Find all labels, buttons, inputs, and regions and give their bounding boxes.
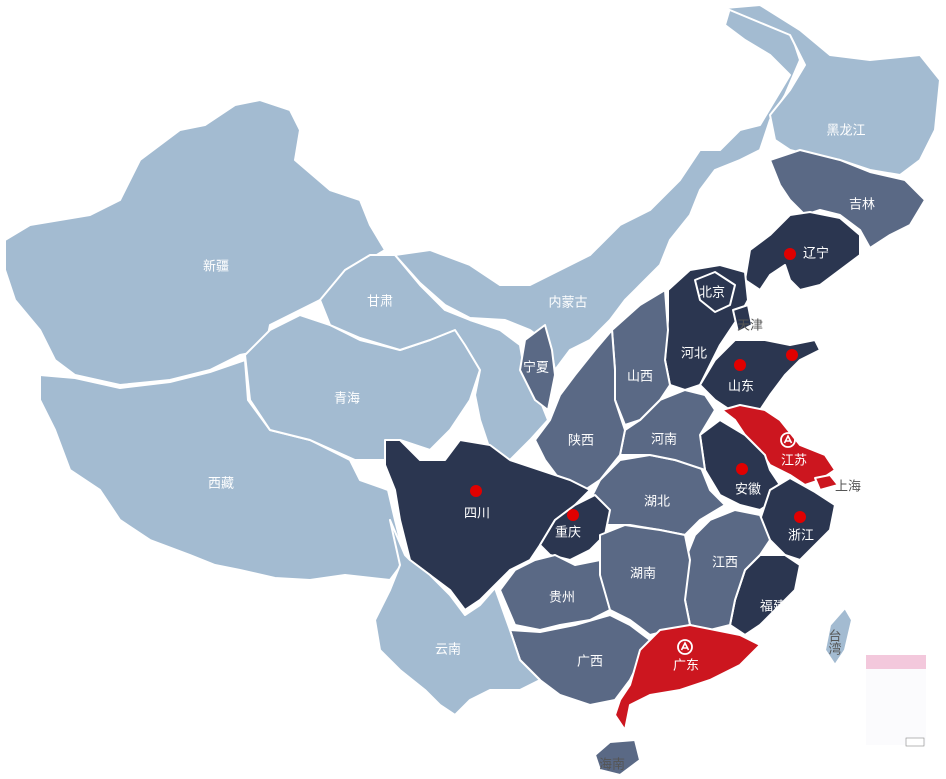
province-label-neimenggu: 内蒙古 [548, 295, 587, 311]
province-label-gansu: 甘肃 [367, 295, 393, 310]
south-china-sea-inset [866, 655, 926, 747]
province-label-yunnan: 云南 [435, 642, 461, 658]
province-label-beijing: 北京 [699, 286, 725, 301]
province-label-guangxi: 广西 [577, 655, 603, 670]
province-label-guangdong: 广东 [673, 659, 699, 674]
province-label-liaoning: 辽宁 [803, 246, 829, 262]
province-hainan[interactable] [594, 739, 641, 776]
province-label-jiangxi: 江西 [712, 556, 738, 571]
province-liaoning[interactable] [744, 211, 861, 291]
province-label-hainan: 海南 [599, 757, 625, 773]
province-label-taiwan: 台湾 [826, 629, 842, 655]
marker-dot-zhejiang[interactable] [794, 511, 806, 523]
province-label-fujian: 福建 [760, 600, 786, 615]
province-label-anhui: 安徽 [735, 483, 761, 498]
province-taiwan[interactable] [824, 607, 853, 666]
province-label-guizhou: 贵州 [549, 591, 575, 606]
province-label-shanxi: 山西 [627, 370, 653, 385]
province-label-henan: 河南 [651, 432, 677, 448]
province-label-jiangsu: 江苏 [781, 453, 807, 469]
province-label-sichuan: 四川 [464, 507, 490, 522]
province-label-shanghai: 上海 [835, 480, 861, 495]
marker-dot-shandong-east[interactable] [786, 349, 798, 361]
province-heilongjiang[interactable] [724, 4, 941, 176]
province-label-zhejiang: 浙江 [788, 529, 814, 544]
inset-background [866, 655, 926, 745]
province-ningxia[interactable] [519, 324, 556, 411]
province-chongqing[interactable] [539, 494, 611, 561]
province-label-heilongjiang: 黑龙江 [826, 124, 865, 139]
province-label-hunan: 湖南 [630, 566, 656, 582]
province-neimenggu[interactable] [394, 4, 801, 371]
marker-dot-sichuan[interactable] [470, 485, 482, 497]
province-label-hebei: 河北 [681, 347, 707, 362]
province-label-jilin: 吉林 [849, 198, 875, 213]
province-label-xinjiang: 新疆 [203, 259, 229, 275]
province-yunnan[interactable] [374, 519, 541, 716]
logo-marker-icon-guangdong[interactable] [677, 639, 693, 655]
province-label-ningxia: 宁夏 [523, 360, 549, 376]
marker-dot-chongqing[interactable] [567, 509, 579, 521]
province-label-shandong: 山东 [728, 380, 754, 395]
marker-dot-shandong[interactable] [734, 359, 746, 371]
province-beijing[interactable] [694, 271, 736, 313]
province-shaanxi[interactable] [534, 329, 626, 491]
province-label-tianjin: 天津 [737, 319, 763, 334]
province-gansu[interactable] [319, 254, 549, 461]
province-guangdong[interactable] [614, 624, 761, 731]
marker-dot-anhui[interactable] [736, 463, 748, 475]
inset-legend-box [905, 737, 925, 747]
logo-marker-icon-jiangsu[interactable] [780, 432, 796, 448]
province-label-chongqing: 重庆 [555, 525, 581, 541]
province-label-qinghai: 青海 [334, 392, 360, 407]
province-label-xizang: 西藏 [208, 477, 234, 492]
inset-mainland-strip [866, 655, 926, 669]
province-shanghai[interactable] [814, 474, 839, 491]
marker-dot-liaoning[interactable] [784, 248, 796, 260]
province-tianjin[interactable] [732, 304, 753, 333]
province-label-hubei: 湖北 [644, 495, 670, 510]
province-label-shaanxi: 陕西 [568, 434, 594, 449]
province-jilin[interactable] [769, 149, 926, 249]
